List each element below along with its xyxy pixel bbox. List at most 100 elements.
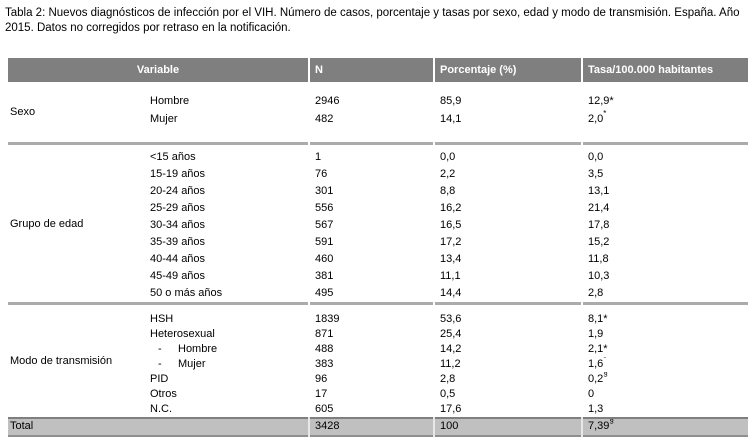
table-row: Mujer 482 14,1 2,0* [8, 110, 748, 128]
total-tasa: 7,39§ [583, 417, 748, 437]
cell-tasa: 13,1 [583, 183, 748, 200]
separator-segment [435, 302, 581, 305]
row-label-cell: 50 o más años [8, 285, 308, 302]
cell-tasa-value: 2,0 [588, 113, 604, 125]
table-body: Sexo Hombre 2946 85,9 12,9* Mujer 482 14,1 2,0* G… [8, 82, 748, 417]
row-label-cell: - Hombre [8, 342, 308, 357]
row-label: HSH [150, 313, 174, 325]
data-table: Variable N Porcentaje (%) Tasa/100.000 h… [8, 58, 748, 437]
row-label: Mujer [150, 113, 178, 125]
row-label: N.C. [150, 403, 172, 415]
cell-tasa-value: 10,3 [588, 270, 610, 282]
row-label: Heterosexual [150, 328, 215, 340]
cell-porcentaje: 11,1 [440, 270, 461, 282]
cell-tasa: 11,8 [583, 251, 748, 268]
table-row: N.C. 605 17,6 1,3 [8, 402, 748, 417]
cell-tasa-value: 0,0 [588, 151, 604, 163]
cell-tasa: 17,8 [583, 217, 748, 234]
row-label: 35-39 años [150, 236, 206, 248]
section-separator [8, 142, 748, 145]
column-header-variable: Variable [8, 58, 308, 82]
cell-tasa: 1,3 [583, 402, 748, 417]
cell-tasa: 3,5 [583, 166, 748, 183]
cell-n: 605 [315, 403, 334, 415]
cell-n: 460 [315, 253, 334, 265]
cell-tasa-value: 21,4 [588, 202, 610, 214]
row-label-cell: Mujer [8, 110, 308, 128]
cell-tasa: 2,1* [583, 342, 748, 357]
cell-porcentaje: 14,2 [440, 343, 462, 355]
total-tasa-footnote-mark: § [609, 417, 614, 426]
row-label: Otros [150, 388, 177, 400]
table-row: Hombre 2946 85,9 12,9* [8, 92, 748, 110]
table-row: 15-19 años 76 2,2 3,5 [8, 166, 748, 183]
cell-n: 567 [315, 219, 334, 231]
tasa-footnote-mark: * [603, 110, 607, 119]
section-label: Grupo de edad [10, 217, 84, 230]
cell-tasa: 12,9* [583, 92, 748, 110]
cell-porcentaje: 85,9 [440, 95, 462, 107]
cell-porcentaje: 14,4 [440, 287, 462, 299]
cell-tasa: 10,3 [583, 268, 748, 285]
table-row: 20-24 años 301 8,8 13,1 [8, 183, 748, 200]
row-label: 40-44 años [150, 253, 206, 265]
cell-tasa-value: 1,9 [588, 328, 604, 340]
cell-tasa-value: 0,2 [588, 373, 604, 385]
cell-n: 17 [315, 388, 328, 400]
cell-tasa-value: 1,3 [588, 403, 604, 415]
cell-porcentaje: 16,5 [440, 219, 462, 231]
total-label: Total [8, 417, 308, 437]
cell-tasa-value: 1,6 [588, 358, 604, 370]
cell-tasa-value: 3,5 [588, 168, 604, 180]
row-label: PID [150, 373, 169, 385]
cell-porcentaje: 25,4 [440, 328, 462, 340]
cell-porcentaje: 17,2 [440, 236, 462, 248]
row-label-cell: 25-29 años [8, 200, 308, 217]
column-header-porcentaje: Porcentaje (%) [435, 58, 581, 82]
cell-tasa: 0,2§ [583, 372, 748, 387]
cell-porcentaje: 2,2 [440, 168, 456, 180]
cell-porcentaje: 0,5 [440, 388, 456, 400]
section-2: Modo de transmisión HSH 1839 53,6 8,1* Hetero… [8, 305, 748, 417]
separator-segment [8, 302, 308, 305]
cell-tasa-value: 13,1 [588, 185, 610, 197]
section-label: Sexo [10, 106, 36, 118]
section-1: Grupo de edad <15 años 1 0,0 0,0 15-19 años 76… [8, 145, 748, 302]
cell-porcentaje: 2,8 [440, 373, 456, 385]
row-label-cell: Otros [8, 387, 308, 402]
cell-tasa-value: 17,8 [588, 219, 610, 231]
row-label: <15 años [150, 151, 196, 163]
cell-tasa: 8,1* [583, 312, 748, 327]
cell-n: 591 [315, 236, 334, 248]
cell-n: 482 [315, 113, 334, 125]
cell-tasa-value: 0 [588, 388, 595, 400]
row-label-cell: 30-34 años [8, 217, 308, 234]
table-row: Heterosexual 871 25,4 1,9 [8, 327, 748, 342]
cell-tasa: 1,6* [583, 357, 748, 372]
total-n: 3428 [310, 417, 433, 437]
separator-segment [583, 302, 748, 305]
row-label-prefix: - [158, 343, 162, 355]
cell-tasa: 0 [583, 387, 748, 402]
section-0: Sexo Hombre 2946 85,9 12,9* Mujer 482 14,1 2,0* [8, 82, 748, 142]
row-label: Mujer [178, 358, 206, 370]
cell-n: 488 [315, 343, 334, 355]
cell-tasa: 21,4 [583, 200, 748, 217]
separator-segment [583, 142, 748, 145]
row-label-cell: Heterosexual [8, 327, 308, 342]
row-label-cell: 40-44 años [8, 251, 308, 268]
cell-porcentaje: 14,1 [440, 113, 462, 125]
row-label: 30-34 años [150, 219, 206, 231]
cell-porcentaje: 11,2 [440, 358, 461, 370]
row-label-cell: N.C. [8, 402, 308, 417]
table-row: 25-29 años 556 16,2 21,4 [8, 200, 748, 217]
column-header-tasa: Tasa/100.000 habitantes [583, 58, 748, 82]
tasa-footnote-mark: § [603, 372, 608, 379]
cell-porcentaje: 53,6 [440, 313, 462, 325]
table-row: 45-49 años 381 11,1 10,3 [8, 268, 748, 285]
cell-tasa: 0,0 [583, 149, 748, 166]
column-header-n: N [310, 58, 433, 82]
table-header-row: Variable N Porcentaje (%) Tasa/100.000 h… [8, 58, 748, 82]
cell-tasa-value: 2,1* [588, 343, 608, 355]
row-label: 50 o más años [150, 287, 223, 299]
